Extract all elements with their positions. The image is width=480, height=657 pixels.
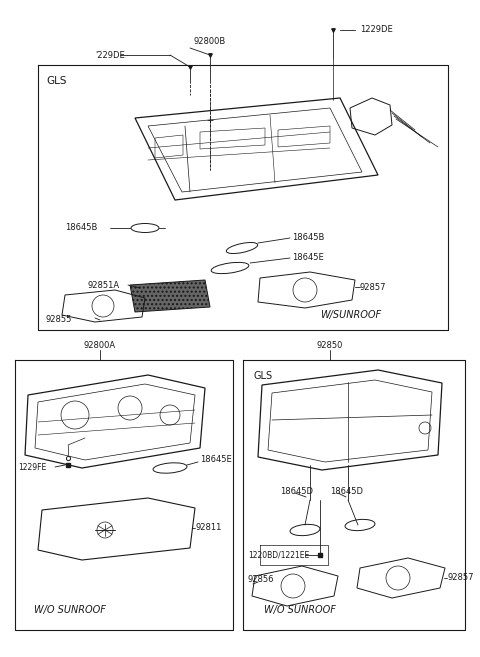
Text: 92857: 92857 [447, 574, 473, 583]
Text: 18645E: 18645E [292, 254, 324, 263]
Text: 92800A: 92800A [84, 340, 116, 350]
Text: 92811: 92811 [195, 524, 221, 533]
Text: 1220BD/1221EE: 1220BD/1221EE [248, 551, 309, 560]
Text: 1229DE: 1229DE [360, 26, 393, 35]
Text: 92851A: 92851A [88, 281, 120, 290]
Text: GLS: GLS [253, 371, 272, 381]
Text: 92850: 92850 [317, 340, 343, 350]
Text: 92857: 92857 [360, 283, 386, 292]
Text: 18645D: 18645D [280, 487, 313, 497]
Text: W/SUNROOF: W/SUNROOF [320, 310, 381, 320]
Text: 18645B: 18645B [65, 223, 97, 233]
Text: 92800B: 92800B [193, 37, 225, 47]
Text: '229DE: '229DE [95, 51, 125, 60]
Text: GLS: GLS [46, 76, 67, 86]
Text: 92856: 92856 [248, 576, 275, 585]
Text: 18645E: 18645E [200, 455, 232, 464]
Text: 92855: 92855 [45, 315, 72, 325]
Text: W/O SUNROOF: W/O SUNROOF [34, 605, 106, 615]
Text: 1229FE: 1229FE [18, 463, 46, 472]
Text: 18645D: 18645D [330, 487, 363, 497]
Polygon shape [130, 280, 210, 312]
Text: 18645B: 18645B [292, 233, 324, 242]
Text: W/O SUNROOF: W/O SUNROOF [264, 605, 336, 615]
